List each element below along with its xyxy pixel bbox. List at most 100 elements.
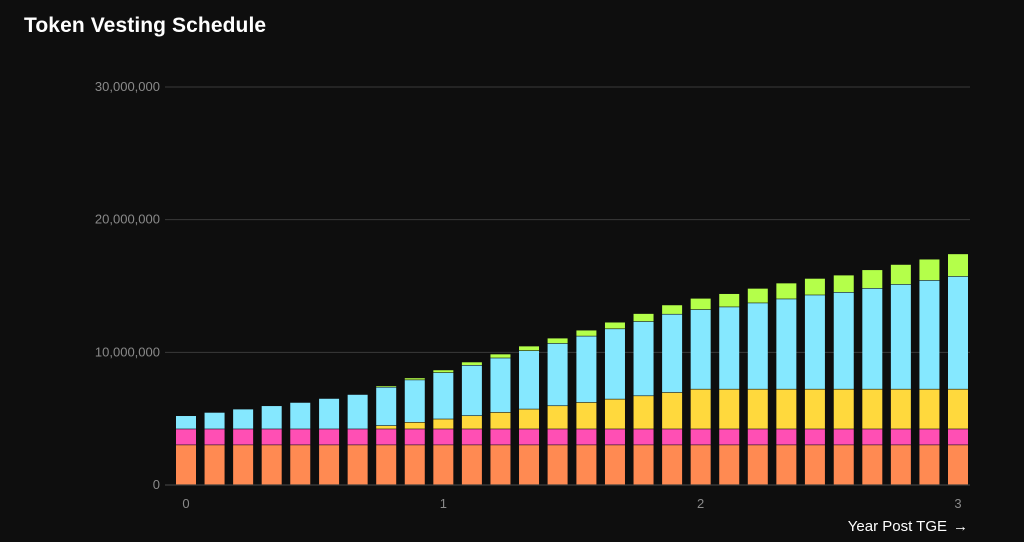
- bar-stack[interactable]: [776, 283, 797, 485]
- bar-segment[interactable]: [919, 259, 940, 281]
- bar-segment[interactable]: [204, 445, 225, 485]
- bar-segment[interactable]: [604, 429, 625, 445]
- bar-segment[interactable]: [490, 354, 511, 358]
- bar-stack[interactable]: [919, 259, 940, 485]
- bar-segment[interactable]: [862, 445, 883, 485]
- bar-segment[interactable]: [833, 429, 854, 445]
- bar-segment[interactable]: [747, 303, 768, 389]
- bar-segment[interactable]: [890, 284, 911, 389]
- bar-segment[interactable]: [633, 429, 654, 445]
- bar-segment[interactable]: [776, 445, 797, 485]
- bar-segment[interactable]: [662, 314, 683, 393]
- bar-segment[interactable]: [576, 336, 597, 403]
- bar-segment[interactable]: [690, 389, 711, 429]
- bar-stack[interactable]: [261, 406, 282, 485]
- bar-segment[interactable]: [376, 425, 397, 429]
- bar-segment[interactable]: [233, 445, 254, 485]
- bar-segment[interactable]: [690, 298, 711, 310]
- bar-stack[interactable]: [890, 264, 911, 485]
- bar-segment[interactable]: [404, 445, 425, 485]
- bar-segment[interactable]: [662, 392, 683, 429]
- bar-segment[interactable]: [719, 445, 740, 485]
- bar-segment[interactable]: [290, 429, 311, 445]
- bar-segment[interactable]: [404, 429, 425, 445]
- bar-segment[interactable]: [461, 445, 482, 485]
- bar-stack[interactable]: [747, 288, 768, 485]
- bar-segment[interactable]: [319, 398, 340, 429]
- bar-segment[interactable]: [490, 445, 511, 485]
- bar-segment[interactable]: [948, 429, 968, 445]
- bar-segment[interactable]: [662, 445, 683, 485]
- bar-stack[interactable]: [290, 402, 311, 485]
- bar-segment[interactable]: [290, 445, 311, 485]
- bar-segment[interactable]: [347, 429, 368, 445]
- bar-stack[interactable]: [490, 354, 511, 485]
- bar-segment[interactable]: [804, 389, 825, 429]
- bar-segment[interactable]: [204, 412, 225, 429]
- bar-stack[interactable]: [804, 278, 825, 485]
- bar-segment[interactable]: [461, 362, 482, 365]
- bar-segment[interactable]: [833, 389, 854, 429]
- bar-segment[interactable]: [576, 429, 597, 445]
- bar-segment[interactable]: [519, 445, 540, 485]
- bar-segment[interactable]: [948, 276, 968, 389]
- bar-segment[interactable]: [490, 358, 511, 413]
- bar-segment[interactable]: [919, 280, 940, 389]
- bar-segment[interactable]: [690, 429, 711, 445]
- bar-segment[interactable]: [176, 416, 196, 429]
- bar-stack[interactable]: [519, 346, 540, 485]
- bar-segment[interactable]: [833, 292, 854, 389]
- bar-segment[interactable]: [204, 429, 225, 445]
- bar-segment[interactable]: [376, 386, 397, 387]
- bar-segment[interactable]: [490, 429, 511, 445]
- bar-segment[interactable]: [461, 416, 482, 429]
- bar-segment[interactable]: [519, 429, 540, 445]
- bar-stack[interactable]: [833, 275, 854, 485]
- bar-segment[interactable]: [948, 445, 968, 485]
- bar-segment[interactable]: [747, 288, 768, 303]
- bar-segment[interactable]: [890, 445, 911, 485]
- bar-segment[interactable]: [347, 394, 368, 429]
- bar-segment[interactable]: [404, 378, 425, 380]
- bar-stack[interactable]: [376, 386, 397, 485]
- bar-stack[interactable]: [948, 254, 968, 485]
- bar-segment[interactable]: [804, 278, 825, 295]
- bar-stack[interactable]: [319, 398, 340, 485]
- bar-stack[interactable]: [204, 412, 225, 485]
- bar-stack[interactable]: [719, 293, 740, 485]
- bar-segment[interactable]: [633, 321, 654, 396]
- bar-stack[interactable]: [347, 394, 368, 485]
- bar-segment[interactable]: [862, 389, 883, 429]
- bar-segment[interactable]: [347, 445, 368, 485]
- bar-segment[interactable]: [633, 445, 654, 485]
- bar-segment[interactable]: [376, 445, 397, 485]
- bar-segment[interactable]: [290, 402, 311, 429]
- bar-stack[interactable]: [547, 338, 568, 485]
- bar-segment[interactable]: [576, 402, 597, 429]
- bar-segment[interactable]: [233, 409, 254, 429]
- bar-segment[interactable]: [948, 389, 968, 429]
- bar-segment[interactable]: [433, 372, 454, 419]
- bar-segment[interactable]: [919, 429, 940, 445]
- bar-stack[interactable]: [461, 362, 482, 485]
- bar-segment[interactable]: [604, 322, 625, 329]
- bar-stack[interactable]: [604, 322, 625, 485]
- bar-segment[interactable]: [804, 445, 825, 485]
- bar-segment[interactable]: [719, 307, 740, 389]
- bar-stack[interactable]: [176, 416, 196, 485]
- bar-segment[interactable]: [747, 445, 768, 485]
- bar-segment[interactable]: [804, 429, 825, 445]
- bar-segment[interactable]: [461, 365, 482, 416]
- bar-segment[interactable]: [604, 445, 625, 485]
- bar-segment[interactable]: [433, 419, 454, 429]
- bar-segment[interactable]: [376, 387, 397, 426]
- bar-stack[interactable]: [862, 270, 883, 485]
- bar-segment[interactable]: [319, 445, 340, 485]
- bar-segment[interactable]: [633, 396, 654, 429]
- bar-segment[interactable]: [690, 309, 711, 389]
- bar-segment[interactable]: [890, 264, 911, 285]
- bar-segment[interactable]: [776, 429, 797, 445]
- bar-segment[interactable]: [519, 346, 540, 351]
- bar-segment[interactable]: [719, 389, 740, 429]
- bar-segment[interactable]: [662, 429, 683, 445]
